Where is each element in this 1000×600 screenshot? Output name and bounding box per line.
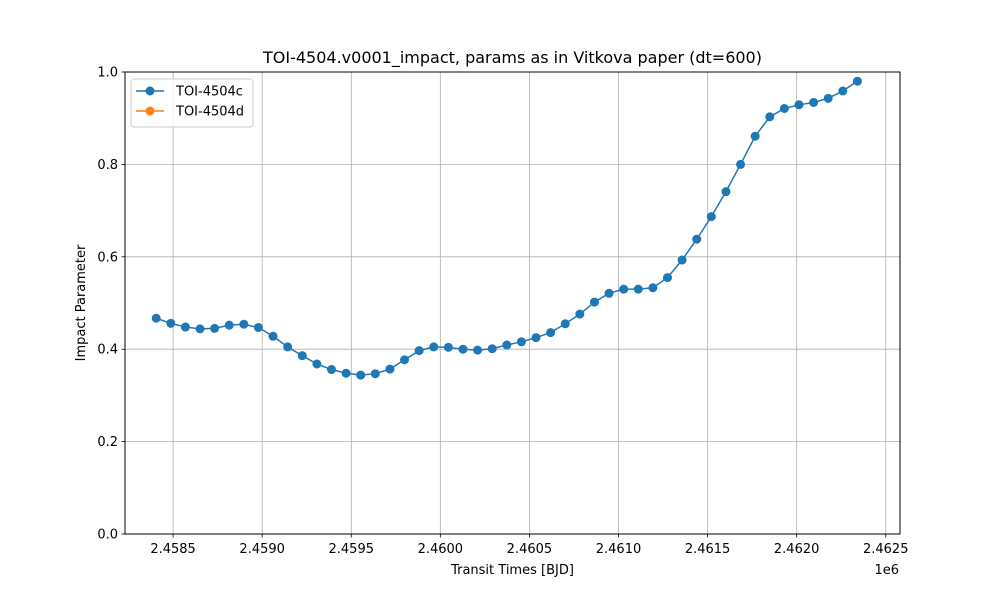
data-point-toi-4504c [429, 342, 439, 352]
data-point-toi-4504c [385, 364, 395, 374]
data-point-toi-4504c [838, 86, 848, 96]
data-point-toi-4504c [619, 284, 629, 294]
data-point-toi-4504c [677, 255, 687, 265]
data-point-toi-4504c [414, 346, 424, 356]
data-point-toi-4504c [502, 340, 512, 350]
x-tick-label: 2.4615 [685, 542, 731, 557]
data-point-toi-4504c [400, 355, 410, 365]
data-point-toi-4504c [166, 318, 176, 328]
data-point-toi-4504c [794, 100, 804, 110]
data-point-toi-4504c [253, 322, 263, 332]
data-point-toi-4504c [516, 337, 526, 347]
x-offset-label: 1e6 [874, 563, 899, 578]
data-point-toi-4504c [443, 342, 453, 352]
x-tick-label: 2.4600 [418, 542, 464, 557]
data-point-toi-4504c [283, 342, 293, 352]
y-tick-label: 0.8 [97, 158, 118, 173]
data-point-toi-4504c [195, 324, 205, 334]
ticks: 2.4585 2.4590 2.4595 2.4600 2.4605 2.4610 2.46… [97, 66, 908, 558]
data-point-toi-4504c [692, 234, 702, 244]
data-point-toi-4504c [750, 131, 760, 141]
data-point-toi-4504c [721, 187, 731, 197]
x-tick-label: 2.4605 [507, 542, 553, 557]
data-point-toi-4504c [852, 76, 862, 86]
data-point-toi-4504c [151, 313, 161, 323]
y-tick-label: 0.0 [97, 528, 118, 543]
data-point-toi-4504c [546, 328, 556, 338]
data-point-toi-4504c [604, 288, 614, 298]
data-point-toi-4504c [765, 112, 775, 122]
data-point-toi-4504c [473, 345, 483, 355]
data-point-toi-4504c [575, 309, 585, 319]
data-point-toi-4504c [458, 344, 468, 354]
data-point-toi-4504c [341, 368, 351, 378]
data-point-toi-4504c [809, 97, 819, 107]
data-point-toi-4504c [312, 359, 322, 369]
plot-frame [124, 71, 901, 535]
data-point-toi-4504c [210, 323, 220, 333]
data-point-toi-4504c [560, 319, 570, 329]
data-point-toi-4504c [779, 104, 789, 113]
y-axis-label: Impact Parameter [74, 244, 89, 361]
x-tick-label: 2.4590 [239, 542, 285, 557]
y-tick-label: 0.4 [97, 343, 118, 358]
data-point-toi-4504c [633, 284, 643, 294]
data-point-toi-4504c [823, 93, 833, 103]
data-point-toi-4504c [180, 322, 190, 332]
x-tick-label: 2.4610 [596, 542, 642, 557]
y-tick-label: 0.2 [97, 435, 118, 450]
data-point-toi-4504c [239, 319, 249, 329]
data-point-toi-4504c [589, 297, 599, 307]
chart-title: TOI-4504.v0001_impact, params as in Vitk… [262, 48, 762, 68]
x-axis-label: Transit Times [BJD] [450, 563, 574, 578]
data-series [151, 76, 862, 380]
data-point-toi-4504c [663, 273, 672, 283]
data-point-toi-4504c [736, 159, 746, 169]
data-point-toi-4504c [706, 212, 716, 222]
x-tick-label: 2.4595 [329, 542, 375, 557]
data-point-toi-4504c [268, 331, 278, 341]
data-point-toi-4504c [648, 283, 658, 293]
data-point-toi-4504c [326, 365, 336, 375]
series-line-toi-4504c [155, 80, 858, 376]
x-tick-label: 2.4625 [863, 542, 909, 557]
y-tick-label: 0.6 [97, 250, 118, 265]
legend-marker-toi-4504d [145, 106, 155, 116]
legend-marker-toi-4504c [145, 86, 155, 96]
data-point-toi-4504c [370, 369, 380, 379]
y-tick-label: 1.0 [97, 66, 118, 81]
data-point-toi-4504c [531, 333, 541, 343]
data-point-toi-4504c [224, 320, 234, 330]
legend: TOI-4504c TOI-4504d [130, 78, 254, 128]
legend-label-toi-4504c: TOI-4504c [175, 85, 243, 100]
data-point-toi-4504c [487, 344, 497, 354]
data-point-toi-4504c [356, 370, 366, 380]
grid [125, 71, 900, 535]
legend-label-toi-4504d: TOI-4504d [175, 105, 244, 120]
x-tick-label: 2.4585 [150, 542, 196, 557]
x-tick-label: 2.4620 [774, 542, 820, 557]
data-point-toi-4504c [297, 351, 307, 361]
